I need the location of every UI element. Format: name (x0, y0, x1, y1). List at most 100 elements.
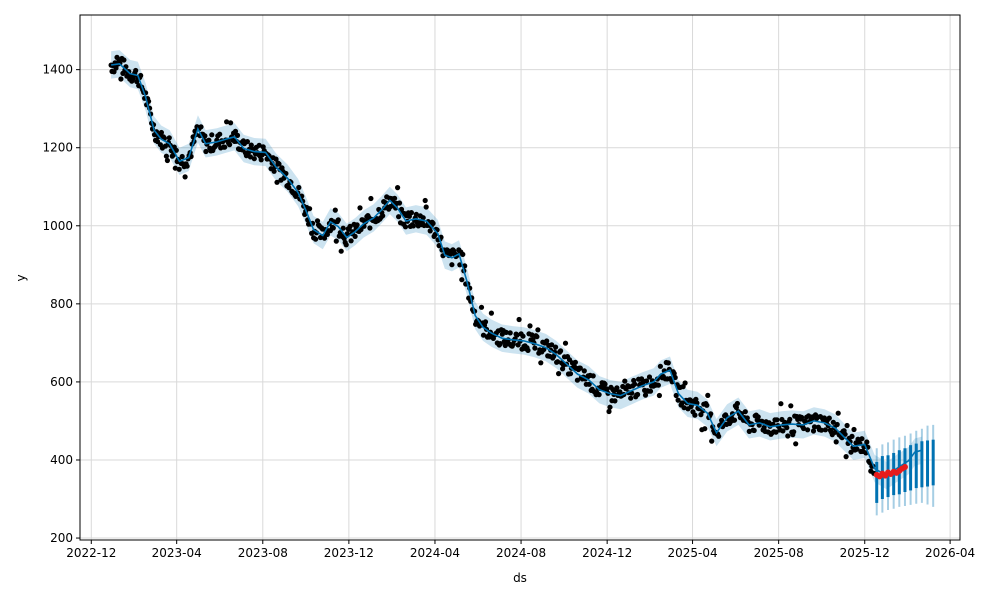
actual-point (410, 223, 416, 229)
x-tick-label: 2025-12 (840, 546, 890, 560)
forecast-line-path (110, 62, 923, 477)
actual-point (216, 141, 222, 147)
actual-point (202, 133, 208, 139)
actual-point (343, 242, 349, 248)
actual-point (352, 233, 358, 239)
actual-point (833, 439, 839, 445)
actual-point (395, 185, 401, 191)
x-axis-label: ds (513, 571, 527, 585)
actual-point (733, 404, 740, 411)
actual-point (787, 416, 793, 422)
actual-point (502, 342, 508, 349)
x-tick-label: 2023-08 (238, 546, 288, 560)
actual-point (622, 378, 628, 384)
actual-point (612, 398, 618, 404)
y-tick-label: 1000 (42, 219, 73, 233)
x-tick-label: 2025-08 (754, 546, 804, 560)
actual-point (330, 225, 336, 231)
actual-point (198, 124, 204, 130)
y-tick-label: 1200 (42, 141, 73, 155)
actual-point (577, 365, 583, 371)
actual-point (835, 410, 841, 416)
actual-point (203, 148, 209, 155)
actual-point (647, 388, 654, 394)
actual-point (844, 422, 850, 429)
actual-point (368, 195, 374, 202)
x-axis-ticks: 2022-12 2023-04 2023-08 2023-12 2024-04 2024-… (66, 540, 975, 560)
x-tick-label: 2025-04 (667, 546, 717, 560)
actual-point (799, 414, 805, 420)
actual-point (172, 165, 178, 171)
y-axis-label: y (14, 274, 28, 281)
actual-point (420, 215, 426, 221)
actual-point (780, 428, 786, 434)
actual-point (832, 429, 838, 435)
actual-point (843, 454, 849, 460)
actual-point (258, 157, 264, 163)
actual-point (665, 360, 671, 366)
actual-point (761, 424, 767, 431)
actual-point (520, 333, 526, 339)
actual-point (793, 441, 799, 447)
actual-point (449, 262, 455, 268)
y-tick-label: 400 (50, 453, 73, 467)
actual-point (217, 131, 223, 137)
actual-point (313, 236, 319, 242)
actual-point (731, 417, 738, 423)
actual-point (348, 238, 354, 244)
actual-point (232, 128, 239, 134)
actual-point (859, 436, 865, 442)
x-tick-label: 2024-04 (410, 546, 460, 560)
actual-point (162, 143, 168, 149)
actual-point (340, 225, 346, 231)
actual-point (333, 238, 339, 244)
actual-point (402, 224, 409, 230)
actual-point (164, 157, 170, 164)
actual-point (256, 142, 262, 148)
x-tick-label: 2023-04 (152, 546, 202, 560)
actual-point (503, 329, 509, 335)
actual-point (834, 421, 840, 428)
actual-point (773, 429, 779, 435)
actual-point (482, 319, 489, 325)
actual-point (791, 429, 797, 435)
actual-point (182, 174, 188, 180)
actual-point (525, 347, 531, 353)
actual-point (166, 135, 172, 141)
actual-point (179, 153, 185, 160)
actual-point (785, 433, 791, 439)
actual-point (173, 147, 179, 153)
actual-point (751, 427, 757, 434)
actual-point (396, 214, 402, 220)
actual-point (842, 431, 848, 437)
actual-point (488, 310, 494, 316)
actual-point (538, 360, 544, 366)
actual-point (682, 380, 688, 386)
y-tick-label: 800 (50, 297, 73, 311)
x-tick-label: 2024-12 (582, 546, 632, 560)
y-tick-label: 600 (50, 375, 73, 389)
actual-point (549, 342, 555, 348)
actual-point (413, 211, 419, 217)
actual-point (628, 395, 634, 401)
actual-point (607, 404, 613, 410)
actual-point (602, 381, 608, 387)
actual-point (590, 373, 596, 379)
actual-point (675, 397, 681, 403)
actual-point (632, 381, 638, 387)
actual-point (222, 144, 228, 150)
actual-point (687, 397, 693, 403)
actual-point (778, 401, 784, 407)
actual-point (657, 363, 664, 369)
actual-point (332, 207, 338, 213)
actual-point (532, 345, 538, 351)
actual-point (408, 210, 414, 216)
actual-point (338, 248, 344, 254)
actual-point (507, 330, 513, 336)
actual-point (581, 368, 587, 374)
actual-point (460, 251, 466, 257)
actual-point (826, 415, 832, 421)
actual-point (276, 161, 282, 167)
actual-point (555, 359, 561, 365)
